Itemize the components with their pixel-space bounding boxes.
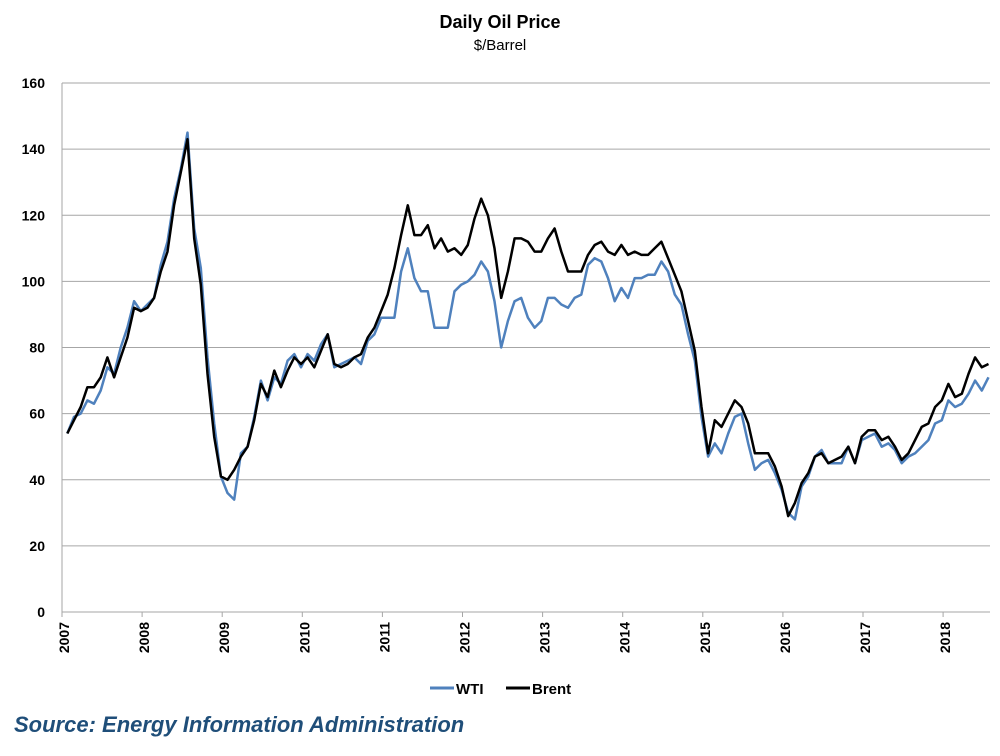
- x-tick-label: 2016: [777, 622, 793, 653]
- source-note: Source: Energy Information Administratio…: [14, 712, 465, 737]
- y-tick-label: 80: [29, 340, 45, 356]
- y-tick-label: 160: [22, 75, 46, 91]
- x-tick-label: 2018: [937, 622, 953, 653]
- x-tick-label: 2009: [216, 622, 232, 653]
- x-tick-label: 2011: [376, 622, 392, 653]
- y-tick-label: 60: [29, 406, 45, 422]
- x-tick-label: 2014: [617, 622, 633, 653]
- x-tick-label: 2012: [457, 622, 473, 653]
- y-tick-label: 140: [22, 141, 46, 157]
- y-tick-label: 100: [22, 273, 46, 289]
- y-tick-label: 120: [22, 207, 46, 223]
- series-line-wti: [66, 131, 990, 521]
- x-tick-label: 2013: [537, 622, 553, 653]
- y-tick-label: 0: [37, 604, 45, 620]
- chart-subtitle: $/Barrel: [473, 37, 527, 54]
- x-tick-label: 2015: [697, 622, 713, 653]
- x-tick-label: 2007: [56, 622, 72, 653]
- x-tick-label: 2010: [296, 622, 312, 653]
- legend-label-brent: Brent: [532, 681, 571, 698]
- series-line-brent: [66, 137, 990, 518]
- y-tick-label: 40: [29, 472, 45, 488]
- legend-label-wti: WTI: [456, 681, 484, 698]
- y-tick-label: 20: [29, 538, 45, 554]
- x-tick-label: 2017: [857, 622, 873, 653]
- x-tick-label: 2008: [136, 622, 152, 653]
- chart-title: Daily Oil Price: [439, 12, 561, 32]
